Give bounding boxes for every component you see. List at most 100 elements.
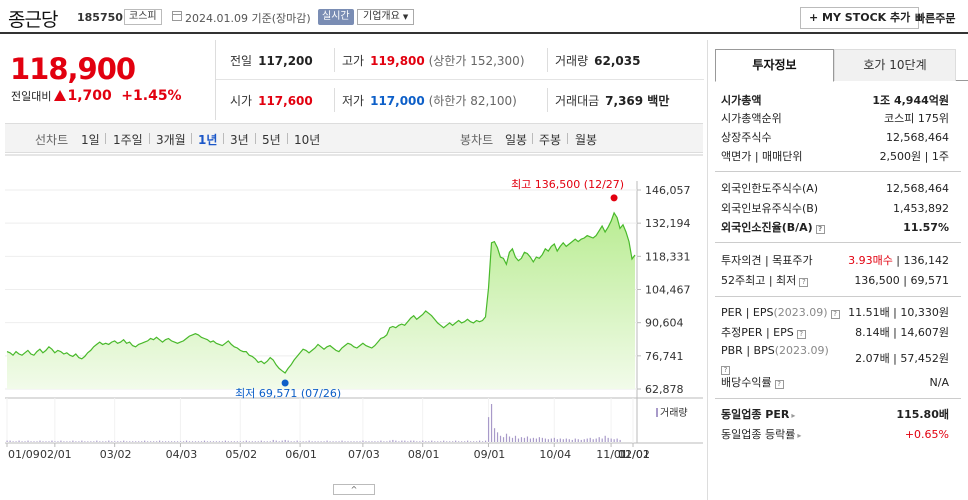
volume-bar	[395, 440, 397, 442]
volume-bar	[185, 440, 188, 442]
collapse-chart-button[interactable]: ^	[333, 484, 375, 495]
volume-bar	[392, 439, 394, 442]
face-value-row: 액면가 | 매매단위 2,500원 | 1주	[721, 148, 949, 166]
industry-rate-value: +0.65%	[904, 428, 949, 441]
week52-label-wrap: 52주최고 | 최저?	[721, 272, 809, 290]
help-icon[interactable]: ?	[799, 278, 809, 287]
volume-bar	[305, 441, 307, 442]
y-tick-label: 146,057	[645, 184, 691, 197]
divider	[334, 88, 335, 112]
volume-bar	[287, 440, 289, 442]
volume: 거래량 62,035	[555, 52, 640, 69]
volume-bar	[284, 439, 286, 442]
volume-bar	[153, 441, 155, 442]
trade-amount: 거래대금 7,369 백만	[555, 92, 669, 109]
quick-order-button[interactable]: 빠른주문	[915, 12, 956, 25]
tab-1week[interactable]: 1주일	[113, 133, 143, 147]
industry-per-value: 115.80배	[896, 408, 949, 421]
volume-bar	[365, 441, 367, 442]
volume-bar	[296, 440, 298, 442]
divider	[547, 48, 548, 72]
dividend-label: 배당수익률	[721, 376, 772, 389]
x-tick-label: 12/01	[618, 448, 650, 461]
tab-divider	[567, 133, 568, 144]
volume-bar	[167, 441, 170, 442]
volume-bar	[356, 441, 358, 442]
volume-bar	[538, 437, 541, 442]
volume-bar	[39, 440, 41, 442]
high-value: 119,800	[370, 54, 425, 68]
realtime-button[interactable]: 실시간	[318, 9, 354, 25]
market-cap-label: 시가총액	[721, 94, 762, 107]
help-icon[interactable]: ?	[830, 310, 840, 319]
foreign-hold-value: 1,453,892	[893, 202, 949, 215]
volume-bar	[212, 441, 215, 442]
volume-bar	[353, 441, 355, 442]
pbr-value: 2.07배 | 57,452원	[855, 352, 949, 365]
volume-bar	[6, 440, 8, 442]
tab-monthly[interactable]: 월봉	[575, 133, 598, 147]
add-mystock-button[interactable]: + MY STOCK 추가	[800, 7, 920, 29]
help-icon[interactable]: ?	[796, 330, 806, 339]
volume-bar	[577, 439, 579, 442]
price-chart-svg: 146,057 132,194 118,331 104,467 90,604 76,741…	[5, 154, 703, 461]
volume-bar	[87, 441, 89, 442]
opinion-value-red: 3.93매수	[848, 254, 893, 267]
volume-bar	[404, 440, 406, 442]
x-tick-label: 11/01	[596, 448, 628, 461]
volume-bar	[215, 441, 218, 442]
industry-rate-row[interactable]: 동일업종 등락률 ▸ +0.65%	[721, 426, 949, 444]
help-icon[interactable]: ?	[815, 225, 825, 234]
volume-bar	[281, 440, 283, 442]
price-line	[6, 211, 636, 374]
volume-bar	[517, 438, 520, 442]
company-info-button[interactable]: 기업개요 ▼	[357, 9, 415, 25]
help-icon[interactable]: ?	[774, 380, 784, 389]
price-chart: 146,057 132,194 118,331 104,467 90,604 76,741…	[5, 153, 703, 493]
volume-bar	[487, 417, 490, 442]
volume-bar	[473, 441, 475, 442]
tab-1year[interactable]: 1년	[198, 133, 218, 147]
volume-bar	[452, 441, 454, 442]
volume-bar	[242, 441, 244, 442]
tab-1day[interactable]: 1일	[81, 133, 100, 147]
volume-bar	[227, 441, 229, 442]
tab-5year[interactable]: 5년	[262, 133, 281, 147]
opinion-row: 투자의견 | 목표주가 3.93매수 | 136,142	[721, 252, 949, 270]
market-cap-value: 1조 4,944억원	[872, 94, 949, 107]
dividend-row: 배당수익률? N/A	[721, 374, 949, 392]
industry-rate-label-wrap: 동일업종 등락률 ▸	[721, 426, 801, 445]
divider	[715, 242, 961, 243]
tab-orderbook[interactable]: 호가 10단계	[834, 49, 956, 81]
company-info-label: 기업개요	[363, 11, 400, 22]
divider	[715, 296, 961, 297]
volume-bar	[78, 441, 80, 442]
volume-bar	[610, 438, 612, 442]
tab-weekly[interactable]: 주봉	[539, 133, 562, 147]
tab-10year[interactable]: 10년	[294, 133, 321, 147]
volume-bar	[248, 441, 250, 442]
summary-row: 전일 117,200 고가 119,800 (상한가 152,300) 거래량 62,…	[216, 40, 704, 80]
divider	[715, 171, 961, 172]
volume-bar	[493, 428, 496, 442]
x-tick-label: 03/02	[100, 448, 132, 461]
tab-daily[interactable]: 일봉	[505, 133, 528, 147]
foreign-rate-row: 외국인소진율(B/A)? 11.57%	[721, 219, 949, 237]
help-icon[interactable]: ?	[721, 366, 730, 375]
volume-bar	[413, 440, 415, 442]
volume-bar	[350, 441, 352, 442]
volume-bar	[553, 437, 555, 442]
volume-bar	[422, 440, 424, 442]
tab-invest-info[interactable]: 투자정보	[715, 49, 834, 82]
tab-divider	[255, 133, 256, 144]
volume-bar	[27, 440, 29, 442]
tab-divider	[191, 133, 192, 144]
volume-bar	[164, 441, 167, 442]
prev-value: 117,200	[258, 54, 313, 68]
industry-per-row[interactable]: 동일업종 PER ▸ 115.80배	[721, 406, 949, 424]
tab-3year[interactable]: 3년	[230, 133, 249, 147]
y-tick-label: 104,467	[645, 284, 691, 297]
tab-3month[interactable]: 3개월	[156, 133, 186, 147]
volume-bar	[111, 441, 113, 442]
volume-bar	[251, 441, 253, 442]
